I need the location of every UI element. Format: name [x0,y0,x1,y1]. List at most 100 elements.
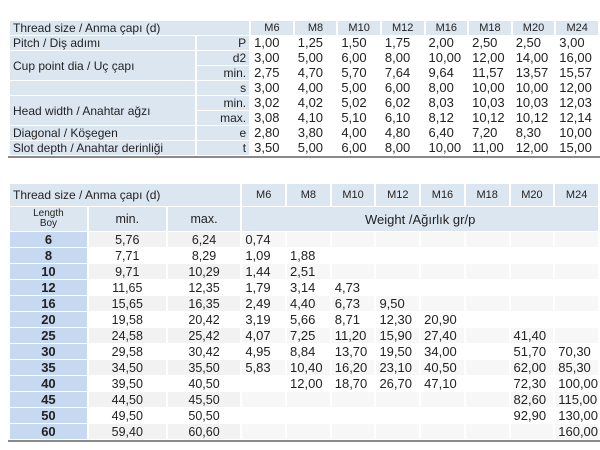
weight-value [421,280,464,295]
dimension-value: 6,02 [384,96,411,110]
size-header-m18: M18 [469,21,511,35]
weight-value: 10,40 [287,360,330,375]
min-length: 19,58 [88,312,166,327]
weight-value [555,264,598,279]
weight-value [465,296,509,311]
weight-row: 45 44,50 45,50 82,60 115,00 [10,392,598,407]
weight-value [421,296,464,311]
weight-row: 12 11,65 12,35 1,79 3,14 4,73 [10,280,598,295]
weight-value [555,280,598,295]
max-length: 12,35 [167,280,241,295]
dimension-row: Head width / Anahtar ağzı min. 3,02 4,02 5,0… [10,96,598,125]
dimension-value: 7,64 [384,66,411,80]
weight-value: 4,40 [287,296,330,311]
dimension-label: Cup point dia / Uç çapı [10,51,196,80]
weight-value: 7,25 [287,328,330,343]
weight-value [465,392,509,407]
weight-row: 60 59,40 60,60 160,00 [10,424,598,439]
weight-value [376,392,420,407]
min-length: 34,50 [88,360,166,375]
dimension-symbol: e [197,126,250,140]
dimension-value: 11,00 [472,141,504,155]
size-header-m18: M18 [465,184,509,206]
weight-value [421,424,464,439]
weight-value [465,424,509,439]
dimension-value: 12,14 [559,111,592,125]
dimension-value: 1,25 [297,36,324,50]
length-value: 30 [10,344,87,359]
max-length: 50,50 [167,408,241,423]
dimension-value: 7,20 [472,126,498,140]
size-header-m24: M24 [556,21,598,35]
length-value: 6 [10,232,87,247]
dimension-label: Diagonal / Köşegen [10,126,196,140]
dimension-value: 3,08 [254,111,280,125]
dimension-value: 15,57 [559,66,592,80]
weight-value [421,248,464,263]
dimension-value: 4,80 [384,126,411,140]
dimension-symbol: min. [197,66,250,80]
dimension-value: 12,03 [559,96,592,110]
weight-value [465,328,509,343]
weight-value [510,424,554,439]
dimension-value: 12,00 [515,141,549,155]
dimensions-table: Thread size / Anma çapı (d) M6 M8 M10 M12 M1… [8,20,600,158]
weight-value [376,280,420,295]
weight-value [376,232,420,247]
dimension-value: 16,00 [559,51,592,65]
dimension-value: 3,02 [254,96,280,110]
dimension-label [10,81,196,95]
weight-value [376,424,420,439]
dimension-value: 9,64 [428,66,454,80]
length-header: Length Boy [10,207,87,231]
dimension-value: 1,00 [254,36,280,50]
thread-size-header: Thread size / Anma çapı (d) [10,184,241,206]
dimension-value: 10,00 [515,81,549,95]
dimension-value: 4,00 [341,126,367,140]
weight-value [465,264,509,279]
weight-row: 20 19,58 20,42 3,19 5,66 8,71 12,30 20,90 [10,312,598,327]
weight-value: 92,90 [510,408,554,423]
weight-row: 50 49,50 50,50 92,90 130,00 [10,408,598,423]
weight-value [242,408,286,423]
dimension-value: 13,57 [515,66,549,80]
weight-value: 18,70 [331,376,375,391]
weight-value [465,376,509,391]
dimension-value: 2,80 [254,126,280,140]
dimension-value: 10,12 [515,111,549,125]
weight-value: 11,20 [331,328,375,343]
dimension-value: 2,00 [428,36,454,50]
dimension-value: 1,75 [384,36,411,50]
size-header-m12: M12 [376,184,420,206]
dimension-value: 8,00 [384,141,411,155]
dimension-value: 5,00 [341,81,367,95]
weight-value: 82,60 [510,392,554,407]
weight-value [331,248,375,263]
dimension-value: 2,50 [515,36,542,50]
weight-value [555,232,598,247]
min-length: 15,65 [88,296,166,311]
weight-value: 100,00 [555,376,598,391]
dimension-value: 5,02 [341,96,367,110]
weight-value [421,232,464,247]
weight-value: 1,79 [242,280,286,295]
weight-value [510,248,554,263]
weight-value: 4,07 [242,328,286,343]
weight-value: 23,10 [376,360,420,375]
length-value: 25 [10,328,87,343]
weight-value: 4,73 [331,280,375,295]
dimensions-header-row: Thread size / Anma çapı (d) M6 M8 M10 M12 M1… [10,21,598,35]
max-length: 35,50 [167,360,241,375]
dimension-value: 8,12 [428,111,454,125]
weight-value [555,248,598,263]
weight-value [555,328,598,343]
weight-value: 12,30 [376,312,420,327]
min-length: 39,50 [88,376,166,391]
weight-value: 41,40 [510,328,554,343]
weight-header-row: Thread size / Anma çapı (d) M6 M8 M10 M12 M1… [10,184,598,206]
size-header-m8: M8 [287,184,330,206]
dimension-label: Head width / Anahtar ağzı [10,96,196,125]
length-value: 16 [10,296,87,311]
dimension-value: 5,10 [341,111,367,125]
thread-size-header: Thread size / Anma çapı (d) [10,21,250,35]
